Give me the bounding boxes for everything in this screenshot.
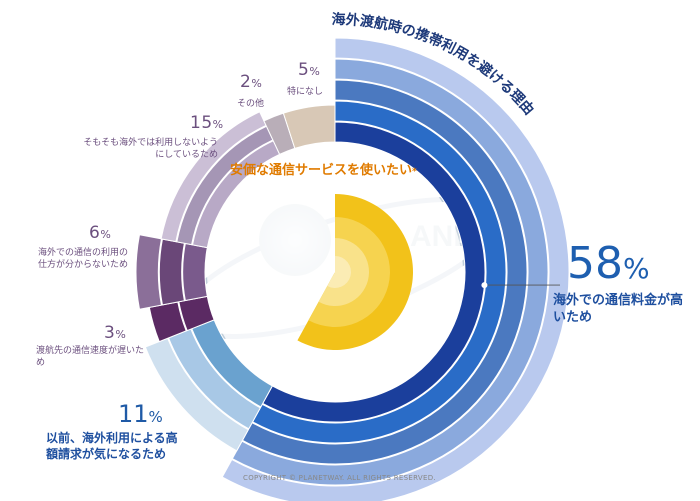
copyright-text: COPYRIGHT © PLANETWAY. ALL RIGHTS RESERV… bbox=[243, 474, 436, 482]
category-label-none: 特になし bbox=[287, 87, 324, 97]
slice-high-fee-band-2 bbox=[251, 100, 507, 444]
value-label-notuse: 15% bbox=[190, 113, 224, 133]
slice-howto-band-3 bbox=[135, 234, 163, 310]
value-label-speed: 3% bbox=[104, 323, 127, 343]
slice-high-fee-band-4 bbox=[231, 58, 549, 486]
slice-notuse-band-3 bbox=[160, 111, 267, 243]
category-label-speed: 渡航先の通信速度が遅いため bbox=[36, 346, 145, 368]
slice-howto-band-2 bbox=[158, 238, 185, 306]
value-label-other: 2% bbox=[240, 72, 263, 92]
value-label-howto: 6% bbox=[89, 223, 112, 243]
category-label-howto: 海外での通信の利用の仕方が分からないため bbox=[38, 248, 129, 270]
slice-none-band-1 bbox=[282, 104, 336, 149]
value-label-high-fee: 58% bbox=[567, 238, 650, 289]
slice-howto-band-1 bbox=[182, 242, 208, 302]
category-label-high-fee: 海外での通信料金が高いため bbox=[553, 293, 684, 325]
value-label-high-bill: 11% bbox=[118, 400, 163, 428]
center-slice-band-3 bbox=[327, 256, 351, 288]
center-label: 安価な通信サービスを使いたい* bbox=[230, 163, 417, 178]
category-label-high-bill: 以前、海外利用による高額請求が気になるため bbox=[46, 431, 178, 461]
inner-disk bbox=[207, 144, 463, 400]
category-label-other: その他 bbox=[237, 99, 265, 109]
value-label-none: 5% bbox=[298, 60, 321, 80]
slice-high-fee-band-1 bbox=[262, 121, 486, 423]
leader-dot-high-fee bbox=[481, 282, 488, 289]
slice-high-fee-band-5 bbox=[221, 37, 570, 501]
category-label-notuse: そもそも海外では利用しないようにしているため bbox=[83, 138, 218, 160]
